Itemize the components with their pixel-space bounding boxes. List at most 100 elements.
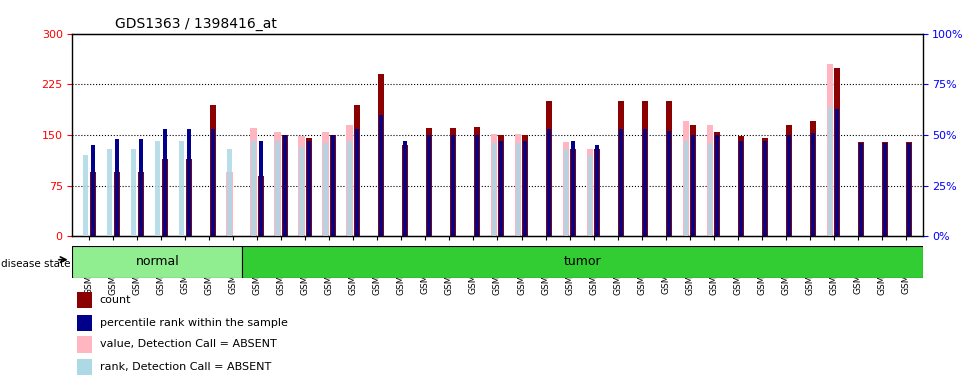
Bar: [330, 135, 336, 236]
Bar: [76, 336, 92, 352]
Bar: [547, 129, 551, 236]
Bar: [282, 135, 288, 236]
Bar: [683, 122, 690, 236]
Bar: [474, 127, 480, 236]
Bar: [306, 138, 312, 236]
Bar: [242, 246, 923, 278]
Bar: [331, 135, 335, 236]
Bar: [587, 155, 592, 236]
Bar: [668, 131, 671, 236]
Bar: [83, 155, 88, 236]
Bar: [355, 105, 360, 236]
Bar: [403, 141, 407, 236]
Bar: [491, 134, 497, 236]
Bar: [643, 129, 647, 236]
Text: rank, Detection Call = ABSENT: rank, Detection Call = ABSENT: [99, 362, 270, 372]
Bar: [162, 159, 168, 236]
Bar: [379, 115, 383, 236]
Text: GDS1363 / 1398416_at: GDS1363 / 1398416_at: [115, 17, 277, 32]
Bar: [283, 135, 287, 236]
Bar: [163, 129, 167, 236]
Bar: [684, 141, 689, 236]
Bar: [570, 148, 576, 236]
Bar: [139, 139, 143, 236]
Bar: [355, 129, 359, 236]
Bar: [76, 315, 92, 331]
Bar: [259, 141, 263, 236]
Bar: [348, 141, 353, 236]
Bar: [76, 292, 92, 308]
Bar: [828, 106, 833, 236]
Bar: [546, 101, 552, 236]
Bar: [91, 145, 95, 236]
Bar: [499, 141, 503, 236]
Bar: [492, 143, 497, 236]
Bar: [72, 246, 242, 278]
Bar: [594, 148, 600, 236]
Text: percentile rank within the sample: percentile rank within the sample: [99, 318, 288, 328]
Bar: [787, 135, 791, 236]
Bar: [451, 135, 455, 236]
Bar: [586, 148, 593, 236]
Bar: [324, 143, 328, 236]
Bar: [498, 135, 504, 236]
Bar: [738, 136, 744, 236]
Bar: [762, 138, 768, 236]
Bar: [836, 109, 839, 236]
Bar: [524, 141, 527, 236]
Bar: [516, 143, 521, 236]
Bar: [450, 128, 456, 236]
Text: count: count: [99, 295, 131, 305]
Bar: [563, 149, 568, 236]
Bar: [619, 129, 623, 236]
Bar: [906, 142, 912, 236]
Bar: [708, 143, 712, 236]
Bar: [131, 149, 136, 236]
Bar: [860, 143, 864, 236]
Bar: [227, 149, 232, 236]
Bar: [739, 141, 743, 236]
Bar: [298, 136, 305, 236]
Bar: [90, 172, 96, 236]
Bar: [156, 141, 160, 236]
Bar: [226, 172, 233, 236]
Bar: [378, 74, 384, 236]
Bar: [427, 135, 431, 236]
Bar: [76, 359, 92, 375]
Bar: [402, 145, 408, 236]
Bar: [811, 133, 815, 236]
Bar: [707, 125, 713, 236]
Bar: [299, 147, 304, 236]
Bar: [187, 129, 191, 236]
Bar: [562, 142, 569, 236]
Text: tumor: tumor: [564, 255, 601, 268]
Bar: [107, 149, 112, 236]
Text: normal: normal: [135, 255, 180, 268]
Bar: [274, 132, 281, 236]
Bar: [323, 132, 329, 236]
Bar: [475, 135, 479, 236]
Bar: [250, 128, 257, 236]
Bar: [275, 141, 280, 236]
Bar: [692, 135, 696, 236]
Bar: [884, 143, 887, 236]
Bar: [251, 141, 256, 236]
Bar: [426, 128, 432, 236]
Bar: [210, 105, 215, 236]
Bar: [786, 125, 792, 236]
Text: disease state: disease state: [1, 260, 71, 269]
Bar: [835, 68, 840, 236]
Bar: [882, 142, 889, 236]
Bar: [515, 134, 522, 236]
Bar: [115, 139, 119, 236]
Bar: [523, 135, 528, 236]
Bar: [810, 122, 816, 236]
Bar: [827, 64, 834, 236]
Bar: [714, 132, 721, 236]
Bar: [715, 135, 719, 236]
Bar: [667, 101, 672, 236]
Bar: [691, 125, 696, 236]
Bar: [211, 129, 214, 236]
Bar: [186, 159, 192, 236]
Bar: [258, 176, 264, 236]
